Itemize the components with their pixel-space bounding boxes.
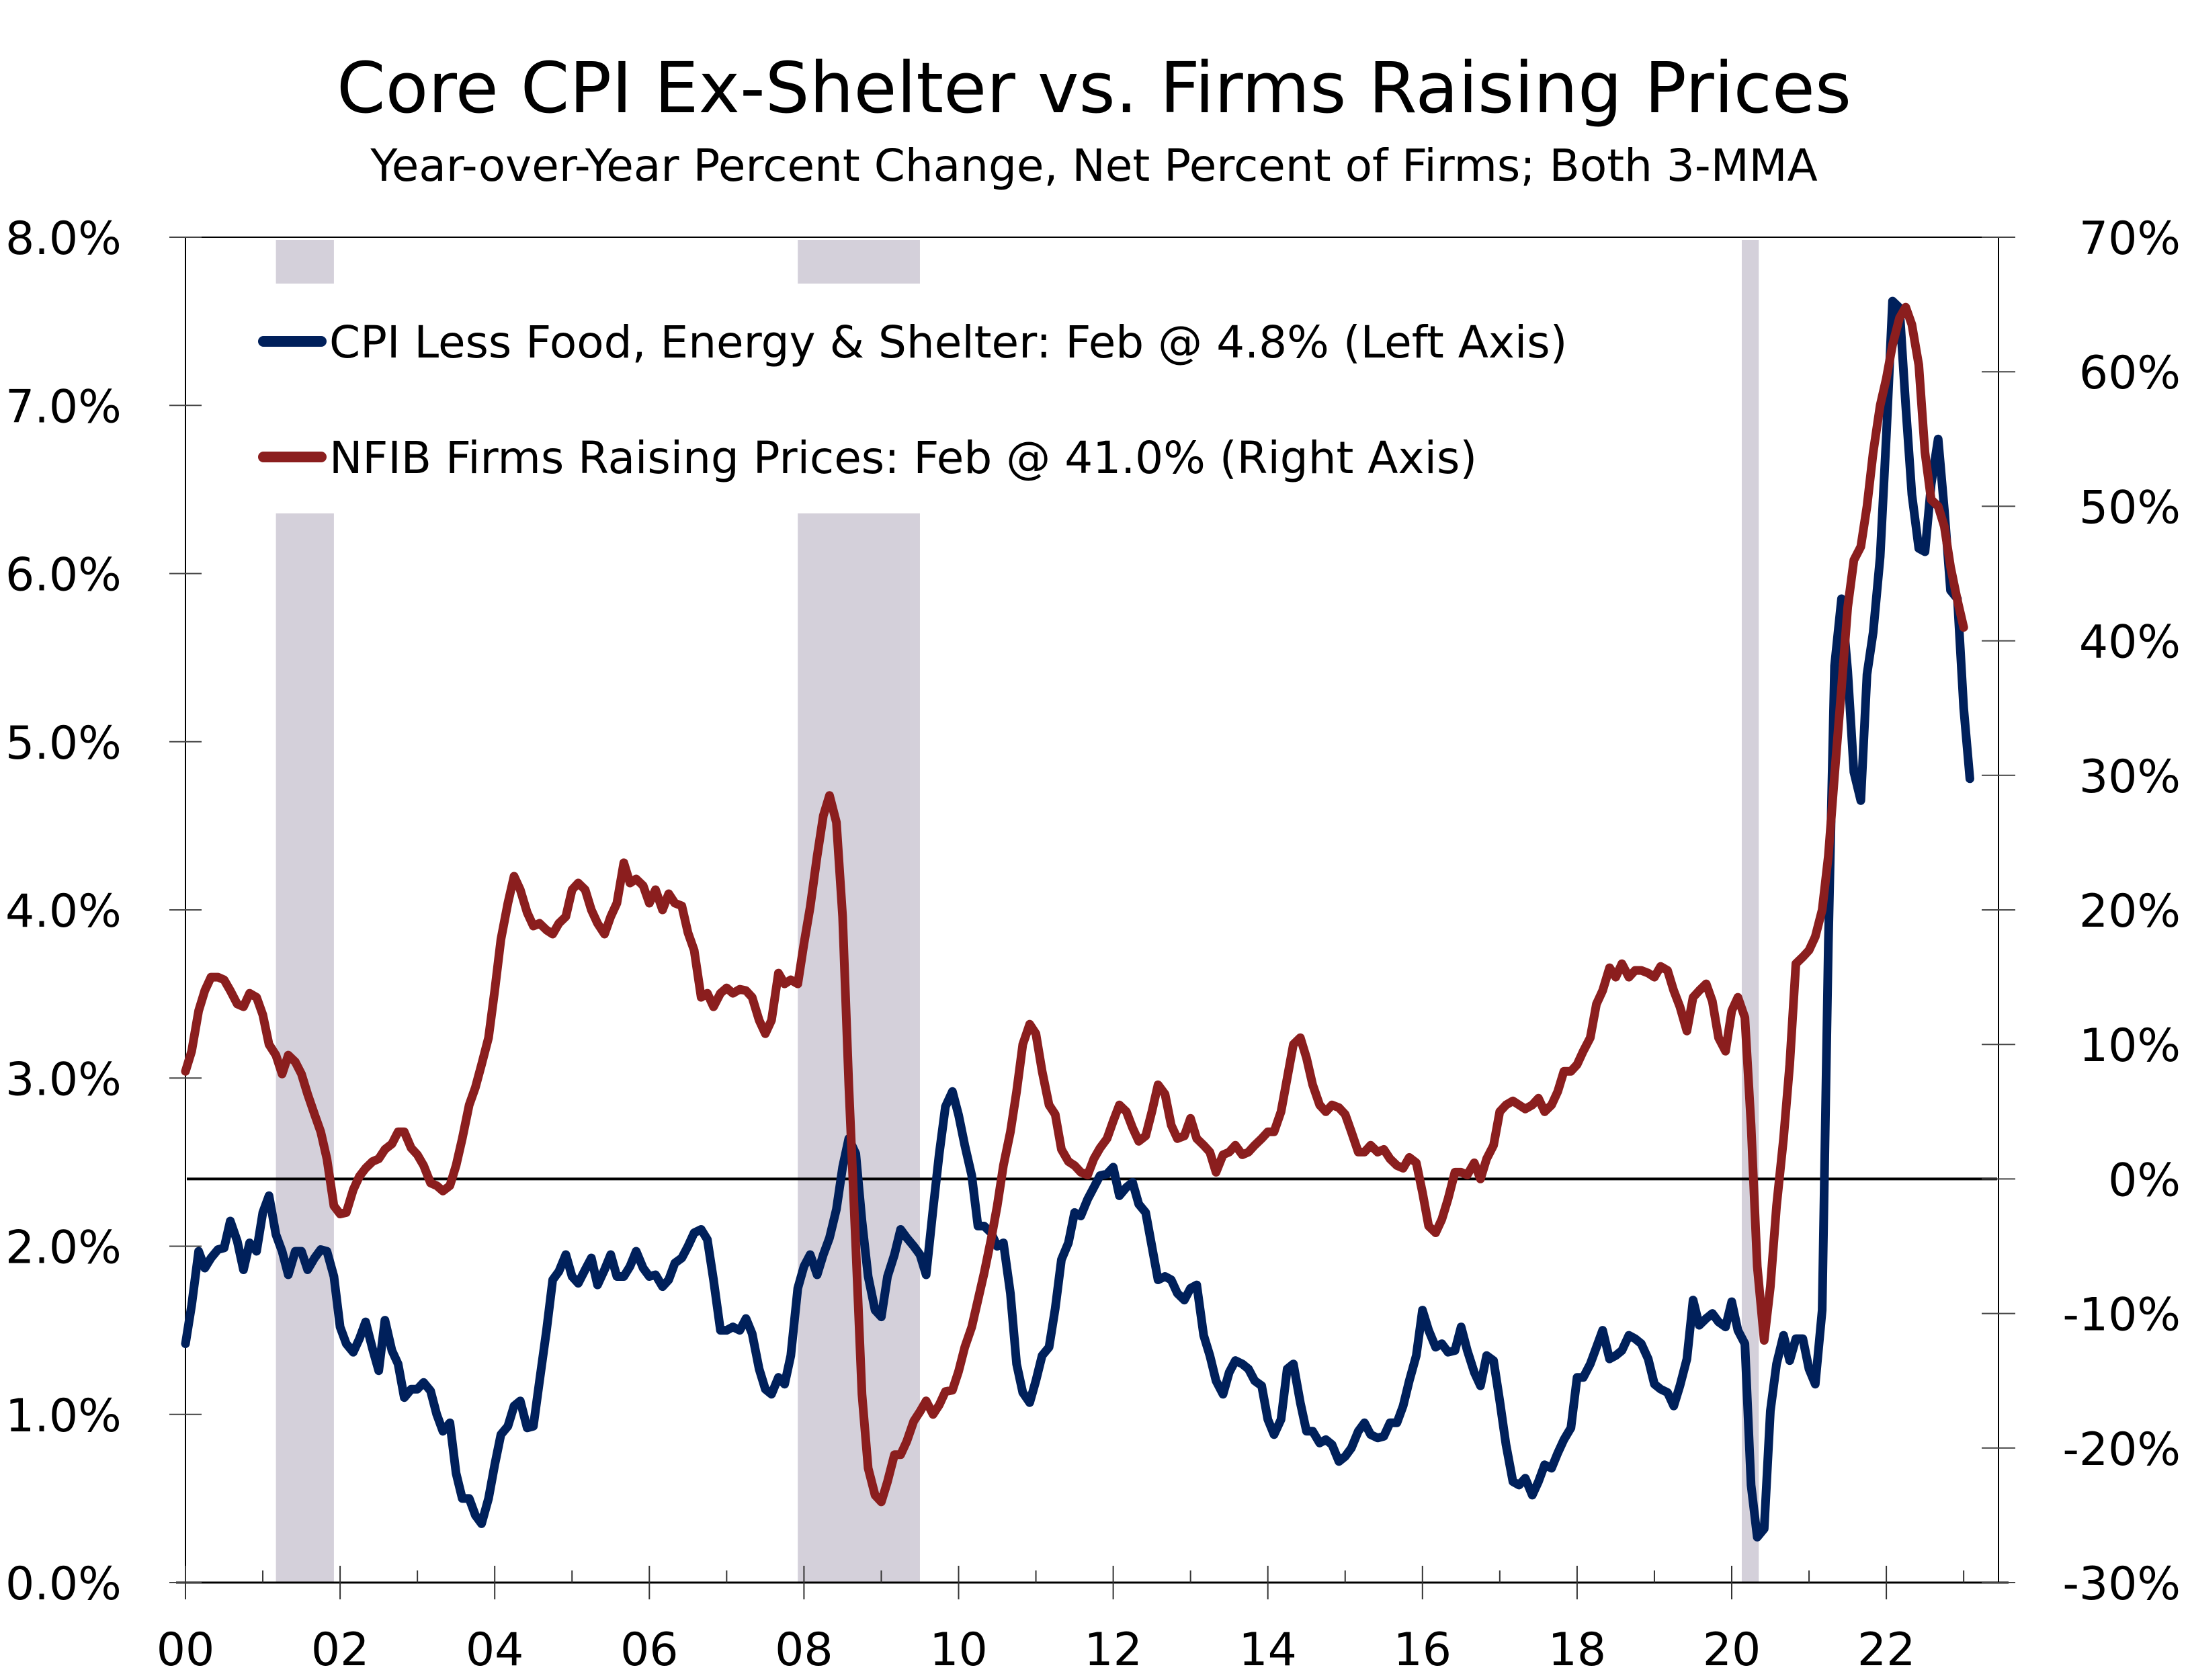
series-line-nfib xyxy=(181,302,1968,1507)
x-axis-tick-label: 02 xyxy=(311,1624,370,1677)
right-axis-ticks: -30% -20% -10% 0% 10% 20% 30% 40% 50% 60% 70% xyxy=(1982,212,2181,1611)
right-axis-tick-label: 40% xyxy=(2079,616,2181,669)
left-axis-ticks: 0.0% 1.0% 2.0% 3.0% 4.0% 5.0% 6.0% 7.0% 8.0% xyxy=(5,212,202,1611)
right-axis-tick-label: -20% xyxy=(2062,1423,2181,1476)
chart-title: Core CPI Ex-Shelter vs. Firms Raising Pr… xyxy=(336,47,1852,129)
right-axis-tick-label: -10% xyxy=(2062,1289,2181,1342)
right-axis-tick-label: -30% xyxy=(2062,1558,2181,1611)
left-axis-tick-label: 0.0% xyxy=(5,1558,122,1611)
series-layer xyxy=(181,296,1974,1542)
right-axis-tick-label: 20% xyxy=(2079,885,2181,938)
legend-mask xyxy=(187,284,1732,513)
legend-label-nfib: NFIB Firms Raising Prices: Feb @ 41.0% (… xyxy=(329,432,1477,484)
left-axis-tick-label: 8.0% xyxy=(5,212,122,265)
x-axis-tick-label: 18 xyxy=(1548,1624,1607,1677)
x-axis-tick-label: 16 xyxy=(1394,1624,1452,1677)
x-axis-tick-label: 14 xyxy=(1238,1624,1297,1677)
x-axis-tick-label: 08 xyxy=(775,1624,833,1677)
left-axis-tick-label: 3.0% xyxy=(5,1053,122,1106)
legend-label-cpi: CPI Less Food, Energy & Shelter: Feb @ 4… xyxy=(329,317,1567,368)
x-axis-tick-label: 00 xyxy=(157,1624,215,1677)
chart-subtitle: Year-over-Year Percent Change, Net Perce… xyxy=(370,140,1818,192)
left-axis-tick-label: 6.0% xyxy=(5,549,122,602)
right-axis-tick-label: 50% xyxy=(2079,481,2181,534)
left-axis-tick-label: 5.0% xyxy=(5,717,122,770)
x-axis-tick-label: 12 xyxy=(1084,1624,1142,1677)
x-axis-tick-label: 10 xyxy=(929,1624,988,1677)
series-line-cpi xyxy=(181,296,1974,1542)
right-axis-tick-label: 0% xyxy=(2108,1154,2181,1207)
x-axis-tick-label: 22 xyxy=(1857,1624,1916,1677)
legend: CPI Less Food, Energy & Shelter: Feb @ 4… xyxy=(258,317,1567,484)
x-axis-tick-label: 06 xyxy=(620,1624,679,1677)
left-axis-tick-label: 2.0% xyxy=(5,1222,122,1275)
legend-background xyxy=(187,284,1732,513)
x-axis-tick-label: 20 xyxy=(1703,1624,1761,1677)
right-axis-tick-label: 30% xyxy=(2079,751,2181,804)
right-axis-tick-label: 60% xyxy=(2079,347,2181,400)
left-axis-tick-label: 7.0% xyxy=(5,380,122,433)
x-axis-ticks: 00 02 04 06 08 10 12 14 16 18 20 22 xyxy=(157,1566,1965,1677)
right-axis-tick-label: 10% xyxy=(2079,1019,2181,1073)
right-axis-tick-label: 70% xyxy=(2079,212,2181,265)
left-axis-tick-label: 1.0% xyxy=(5,1390,122,1443)
left-axis-tick-label: 4.0% xyxy=(5,885,122,938)
x-axis-tick-label: 04 xyxy=(466,1624,524,1677)
